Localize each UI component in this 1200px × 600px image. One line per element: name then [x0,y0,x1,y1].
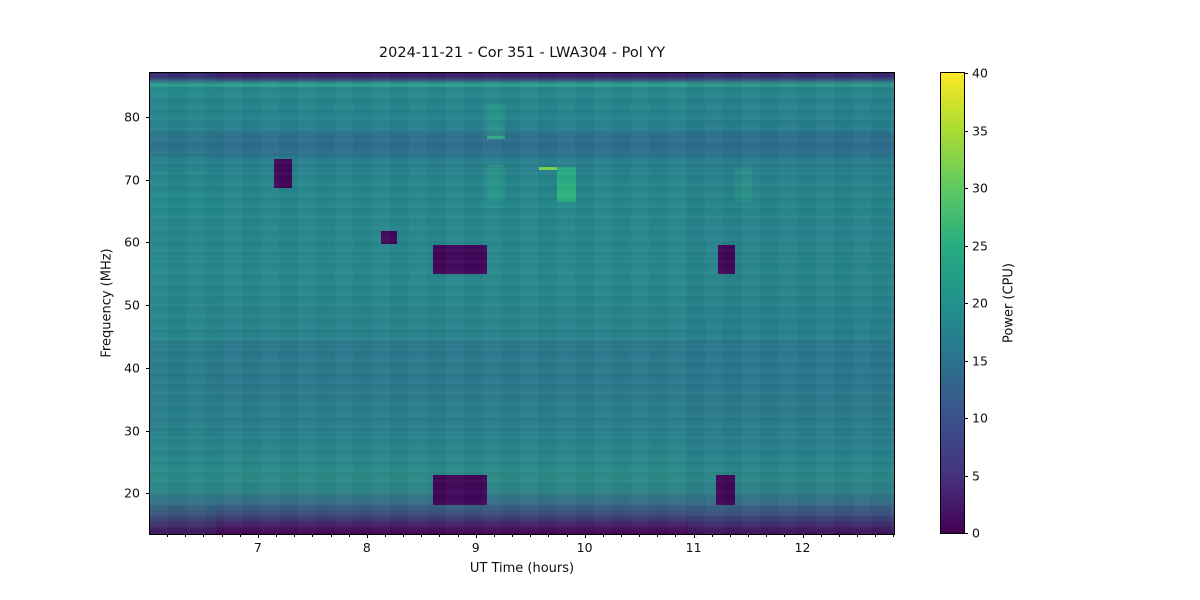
colorbar-tick-mark [964,188,968,189]
x-minor-tick-mark [639,534,641,537]
y-tick-label: 70 [124,172,140,188]
colorbar-tick-label: 15 [972,353,988,368]
x-minor-tick-mark [239,534,241,537]
x-minor-tick-mark [857,534,858,537]
y-tick-mark [146,305,150,307]
x-minor-tick-mark [421,534,423,537]
y-tick-label: 80 [124,109,140,125]
x-minor-tick-mark [729,534,731,537]
x-tick-mark [693,534,695,538]
x-minor-tick-mark [457,534,459,537]
colorbar-tick-mark [964,73,968,74]
late-time-blue-tint [688,73,894,534]
x-minor-tick-mark [221,534,223,537]
y-tick-label: 60 [124,234,140,250]
burst-line-9.65h-71.7MHz [538,167,558,171]
burst-line-9.2h-76.7MHz [486,136,506,140]
dropout-8.8h-57MHz [433,244,487,275]
colorbar-gradient [941,73,964,533]
x-tick-label: 10 [576,540,593,555]
colorbar-tick-label: 0 [972,525,980,541]
x-minor-tick-mark [566,534,568,537]
x-minor-tick-mark [711,534,713,537]
x-minor-tick-mark [657,534,659,537]
y-tick-mark [146,367,150,369]
x-tick-label: 8 [362,540,371,555]
x-tick-label: 11 [685,540,702,555]
colorbar-tick-label: 5 [972,468,980,483]
colorbar-tick-mark [964,360,968,362]
colorbar-tick-label: 30 [972,180,988,196]
colorbar-tick-label: 20 [972,295,988,311]
x-minor-tick-mark [820,534,822,537]
x-minor-tick-mark [403,534,405,537]
colorbar-tick-mark [964,303,968,304]
y-tick-mark [146,493,150,495]
y-tick-mark [146,179,150,181]
y-tick-label: 20 [124,485,140,501]
x-tick-mark [802,534,804,538]
x-minor-tick-mark [312,534,314,537]
x-minor-tick-mark [439,534,441,537]
faint-burst-9.2h-79MHz [486,104,506,137]
x-tick-label: 9 [471,540,480,555]
colorbar-tick-label: 35 [972,123,988,138]
y-tick-label: 50 [124,297,140,313]
x-minor-tick-mark [512,534,513,537]
dropout-8.2h-60MHz [380,231,398,245]
x-minor-tick-mark [548,534,550,537]
x-minor-tick-mark [384,534,386,537]
x-axis-label: UT Time (hours) [469,561,575,576]
x-minor-tick-mark [875,534,877,537]
colorbar-tick-mark [964,418,968,419]
early-time-green-tint [150,73,217,534]
chart-title: 2024-11-21 - Cor 351 - LWA304 - Pol YY [378,45,666,61]
x-minor-tick-mark [893,534,895,537]
x-minor-tick-mark [330,534,332,537]
x-minor-tick-mark [620,534,622,537]
faint-burst-11.45h-69MHz [735,166,753,203]
y-tick-label: 40 [124,360,140,376]
colorbar-tick-mark [964,533,968,534]
x-tick-mark [475,534,477,538]
x-minor-tick-mark [167,534,169,537]
y-tick-mark [146,430,150,432]
x-minor-tick-mark [203,534,205,537]
colorbar-tick-mark [964,245,968,247]
x-tick-label: 12 [794,540,811,555]
x-minor-tick-mark [276,534,277,537]
colorbar-label: Power (CPU) [1001,262,1017,344]
x-minor-tick-mark [748,534,749,537]
dropout-8.8h-20MHz [433,475,487,506]
y-tick-mark [146,242,150,244]
x-tick-mark [584,534,586,538]
burst-9.85h-68MHz-core [557,184,576,202]
dropout-7.2h-71MHz [274,158,292,188]
colorbar-tick-label: 10 [972,410,988,426]
x-tick-mark [366,534,368,538]
x-minor-tick-mark [602,534,604,537]
x-minor-tick-mark [766,534,768,537]
x-minor-tick-mark [838,534,840,537]
colorbar-tick-mark [964,475,968,477]
x-tick-mark [257,534,259,538]
x-minor-tick-mark [185,534,187,537]
y-tick-label: 30 [124,423,140,438]
colorbar-tick-label: 40 [972,65,988,81]
x-minor-tick-mark [348,534,350,537]
spectrogram-heatmap [150,73,894,534]
faint-burst-9.2h-69MHz [486,165,506,201]
x-minor-tick-mark [493,534,495,537]
x-minor-tick-mark [675,534,677,537]
x-minor-tick-mark [784,534,786,537]
x-minor-tick-mark [294,534,296,537]
dropout-11.3h-57MHz [717,244,735,275]
colorbar-tick-mark [964,130,968,132]
y-tick-mark [146,116,150,118]
x-tick-label: 7 [253,540,262,555]
x-minor-tick-mark [530,534,532,537]
colorbar-tick-label: 25 [972,238,988,253]
dropout-11.3h-20MHz [716,475,735,506]
